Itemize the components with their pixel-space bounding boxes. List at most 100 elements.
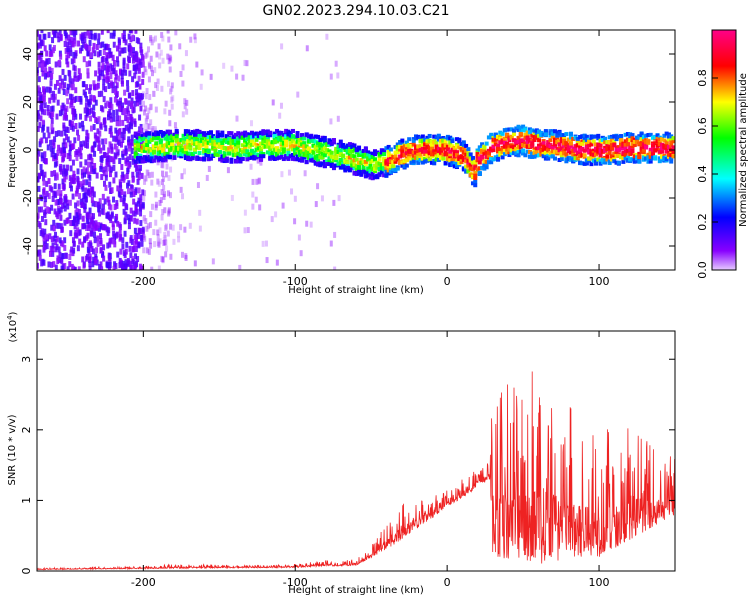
noise-cell (122, 149, 126, 156)
noise-cell (102, 170, 106, 177)
noise-cell (113, 77, 117, 84)
ridge-cell (598, 146, 603, 151)
noise-cell (59, 223, 63, 230)
ridge-cell (639, 142, 644, 147)
noise-cell (133, 120, 137, 127)
ridge-cell (548, 131, 553, 136)
noise-cell (241, 74, 245, 81)
ridge-cell (439, 138, 444, 143)
ridge-cell (188, 145, 193, 150)
ridge-cell (172, 135, 177, 140)
noise-cell (145, 115, 149, 122)
ridge-cell (233, 142, 238, 147)
ridge-cell (240, 135, 245, 140)
noise-cell (73, 232, 77, 239)
ridge-cell (452, 154, 457, 159)
ridge-cell (466, 158, 471, 163)
ridge-cell (156, 131, 161, 136)
ridge-cell (407, 153, 412, 158)
noise-cell (299, 250, 303, 257)
ridge-cell (568, 150, 573, 155)
ridge-cell (366, 150, 371, 155)
ridge-cell (331, 155, 336, 160)
noise-cell (100, 30, 104, 35)
noise-cell (149, 242, 153, 249)
ridge-cell (213, 135, 218, 140)
noise-cell (68, 93, 72, 100)
noise-cell (116, 60, 120, 67)
noise-cell (73, 97, 77, 104)
noise-cell (108, 102, 112, 109)
noise-cell (320, 195, 324, 202)
ridge-cell (448, 154, 453, 159)
ridge-cell (320, 143, 325, 148)
ridge-cell (621, 159, 626, 164)
noise-cell (37, 154, 39, 161)
ridge-cell (352, 158, 357, 163)
noise-cell (169, 166, 173, 173)
ridge-cell (167, 129, 172, 134)
ridge-cell (598, 138, 603, 143)
noise-cell (47, 193, 51, 200)
ridge-cell (151, 158, 156, 163)
ridge-cell (306, 146, 311, 151)
noise-cell (177, 231, 181, 238)
colorbar-tick-label: 0.0 (696, 261, 709, 279)
ridge-cell (174, 145, 179, 150)
ridge-cell (637, 135, 642, 140)
ridge-cell (170, 135, 175, 140)
ridge-cell (644, 145, 649, 150)
ridge-cell (509, 127, 514, 132)
ridge-cell (578, 153, 583, 158)
ridge-cell (206, 140, 211, 145)
ridge-cell (243, 138, 248, 143)
noise-cell (86, 72, 90, 79)
ridge-cell (450, 162, 455, 167)
noise-cell (118, 229, 122, 236)
noise-cell (121, 47, 125, 54)
noise-cell (75, 212, 79, 219)
noise-cell (43, 73, 47, 80)
ridge-cell (327, 140, 332, 145)
ridge-cell (555, 139, 560, 144)
ridge-cell (452, 164, 457, 169)
ridge-cell (523, 153, 528, 158)
noise-cell (107, 199, 111, 206)
ridge-cell (236, 155, 241, 160)
snr-frame (36, 330, 676, 572)
noise-cell (155, 51, 159, 58)
ridge-cell (612, 139, 617, 144)
noise-cell (86, 68, 90, 75)
noise-cell (178, 43, 182, 50)
ridge-cell (534, 146, 539, 151)
noise-cell (91, 190, 95, 197)
noise-cell (154, 82, 158, 89)
ridge-cell (316, 154, 321, 159)
ridge-cell (316, 143, 321, 148)
noise-cell (109, 68, 113, 75)
noise-cell (150, 127, 154, 134)
noise-cell (51, 105, 55, 112)
noise-cell (72, 247, 76, 254)
noise-cell (66, 41, 70, 48)
noise-cell (129, 46, 133, 53)
ridge-cell (439, 150, 444, 155)
noise-cell (42, 240, 46, 247)
ridge-cell (555, 130, 560, 135)
ridge-cell (457, 160, 462, 165)
noise-cell (238, 264, 242, 270)
ridge-cell (591, 152, 596, 157)
ridge-cell (345, 143, 350, 148)
ridge-cell (493, 137, 498, 142)
noise-cell (89, 125, 93, 132)
noise-cell (100, 56, 104, 63)
ridge-cell (227, 151, 232, 156)
noise-cell (84, 159, 88, 166)
noise-cell (75, 154, 79, 161)
ridge-cell (548, 138, 553, 143)
noise-cell (325, 33, 329, 40)
noise-cell (143, 175, 147, 182)
ridge-cell (473, 159, 478, 164)
noise-cell (169, 44, 173, 51)
noise-cell (71, 78, 75, 85)
